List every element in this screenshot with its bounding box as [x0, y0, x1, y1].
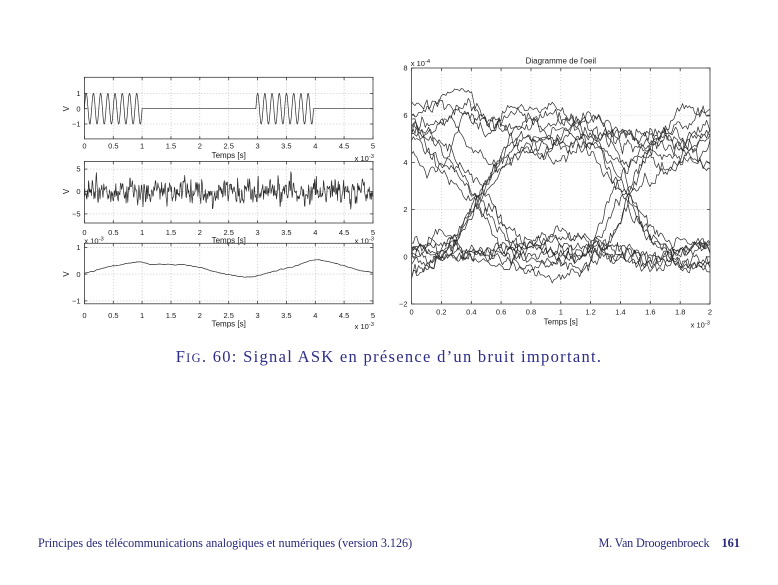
- svg-text:0: 0: [76, 104, 80, 113]
- svg-text:3: 3: [256, 311, 260, 320]
- svg-text:2.5: 2.5: [223, 141, 233, 150]
- svg-text:2: 2: [708, 308, 712, 317]
- svg-text:x 10-3: x 10-3: [355, 154, 374, 163]
- svg-text:0: 0: [76, 187, 80, 196]
- svg-text:0: 0: [82, 141, 86, 150]
- svg-text:5: 5: [76, 165, 80, 174]
- svg-text:4: 4: [403, 158, 407, 167]
- svg-text:4: 4: [313, 228, 317, 237]
- svg-text:x 10-4: x 10-4: [411, 59, 431, 68]
- svg-text:x 10-3: x 10-3: [691, 321, 710, 330]
- svg-text:4: 4: [313, 311, 317, 320]
- svg-text:8: 8: [403, 64, 407, 73]
- svg-text:4.5: 4.5: [339, 311, 349, 320]
- svg-text:5: 5: [371, 141, 375, 150]
- svg-text:x 10-3: x 10-3: [84, 237, 103, 246]
- svg-text:x 10-3: x 10-3: [355, 237, 374, 246]
- svg-text:3: 3: [256, 141, 260, 150]
- svg-text:0.8: 0.8: [526, 308, 536, 317]
- svg-text:−1: −1: [72, 297, 81, 306]
- svg-text:1: 1: [76, 89, 80, 98]
- svg-text:2: 2: [198, 228, 202, 237]
- svg-text:1: 1: [140, 311, 144, 320]
- svg-text:0: 0: [403, 252, 407, 261]
- svg-text:1: 1: [140, 141, 144, 150]
- svg-text:5: 5: [371, 311, 375, 320]
- svg-text:1.5: 1.5: [166, 228, 176, 237]
- svg-text:1.8: 1.8: [675, 308, 685, 317]
- svg-text:−5: −5: [72, 210, 81, 219]
- svg-text:3.5: 3.5: [281, 311, 291, 320]
- svg-text:1.6: 1.6: [645, 308, 655, 317]
- svg-text:3.5: 3.5: [281, 228, 291, 237]
- svg-text:−2: −2: [399, 300, 408, 309]
- svg-text:Temps [s]: Temps [s]: [212, 236, 246, 245]
- svg-text:3: 3: [256, 228, 260, 237]
- svg-text:4: 4: [313, 141, 317, 150]
- svg-text:3.5: 3.5: [281, 141, 291, 150]
- svg-text:2: 2: [198, 141, 202, 150]
- svg-text:x 10-3: x 10-3: [355, 322, 374, 331]
- svg-text:Temps [s]: Temps [s]: [544, 318, 578, 327]
- svg-text:0.5: 0.5: [108, 228, 118, 237]
- svg-text:4.5: 4.5: [339, 228, 349, 237]
- svg-text:1.4: 1.4: [615, 308, 625, 317]
- svg-text:2: 2: [198, 311, 202, 320]
- svg-text:1.2: 1.2: [585, 308, 595, 317]
- svg-text:4.5: 4.5: [339, 141, 349, 150]
- svg-text:1: 1: [76, 243, 80, 252]
- svg-text:0.5: 0.5: [108, 141, 118, 150]
- svg-text:1.5: 1.5: [166, 141, 176, 150]
- svg-text:0.5: 0.5: [108, 311, 118, 320]
- svg-text:1: 1: [140, 228, 144, 237]
- svg-text:V: V: [62, 271, 71, 277]
- svg-text:0.4: 0.4: [466, 308, 476, 317]
- svg-text:V: V: [62, 105, 71, 111]
- svg-text:1: 1: [559, 308, 563, 317]
- svg-text:1.5: 1.5: [166, 311, 176, 320]
- svg-text:0: 0: [82, 228, 86, 237]
- svg-text:0: 0: [76, 270, 80, 279]
- svg-text:2.5: 2.5: [223, 228, 233, 237]
- svg-text:Diagramme de l'oeil: Diagramme de l'oeil: [526, 57, 597, 66]
- svg-text:2.5: 2.5: [223, 311, 233, 320]
- svg-text:2: 2: [403, 205, 407, 214]
- svg-text:Temps [s]: Temps [s]: [212, 151, 246, 160]
- svg-text:0: 0: [82, 311, 86, 320]
- svg-text:6: 6: [403, 111, 407, 120]
- svg-text:Temps [s]: Temps [s]: [212, 320, 246, 329]
- svg-text:0: 0: [410, 308, 414, 317]
- svg-text:−1: −1: [72, 120, 81, 129]
- svg-text:5: 5: [371, 228, 375, 237]
- svg-text:0.2: 0.2: [436, 308, 446, 317]
- svg-text:0.6: 0.6: [496, 308, 506, 317]
- svg-text:V: V: [62, 188, 71, 194]
